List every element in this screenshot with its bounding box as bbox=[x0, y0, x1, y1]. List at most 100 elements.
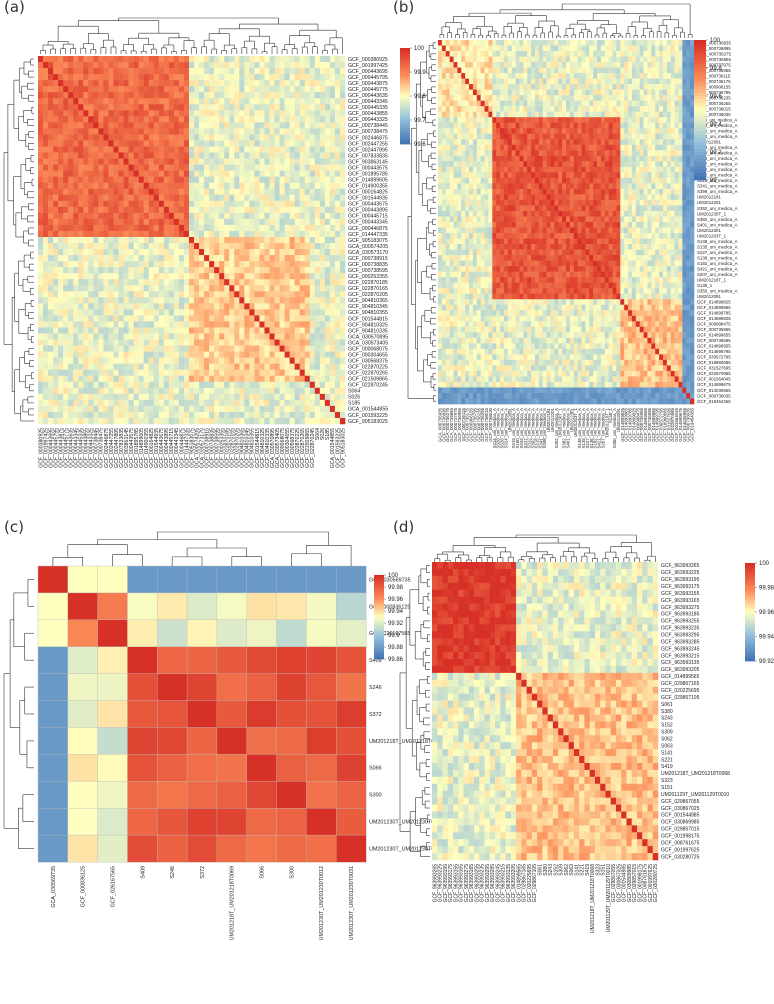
heatmap-cell bbox=[173, 128, 180, 135]
heatmap-cell bbox=[194, 321, 200, 328]
heatmap-cell bbox=[244, 291, 250, 298]
heatmap-cell bbox=[183, 134, 190, 141]
heatmap-cell bbox=[73, 417, 79, 425]
heatmap-cell bbox=[163, 98, 170, 105]
heatmap-cell bbox=[168, 309, 175, 316]
heatmap-cell bbox=[199, 279, 205, 286]
heatmap-cell bbox=[53, 303, 59, 310]
heatmap-cell bbox=[259, 56, 265, 63]
heatmap-cell bbox=[324, 86, 331, 93]
row-label: GCF_022870225 bbox=[348, 365, 388, 371]
heatmap-cell bbox=[229, 399, 235, 407]
heatmap-cell bbox=[178, 351, 185, 358]
heatmap-cell bbox=[234, 261, 240, 268]
heatmap-cell bbox=[264, 375, 270, 383]
heatmap-cell bbox=[214, 80, 220, 87]
heatmap-cell bbox=[264, 134, 270, 141]
heatmap-cell bbox=[319, 62, 326, 69]
heatmap-cell bbox=[589, 40, 594, 46]
heatmap-cell bbox=[531, 84, 536, 90]
heatmap-cell bbox=[531, 51, 536, 57]
heatmap-cell bbox=[133, 375, 139, 383]
heatmap-cell bbox=[204, 261, 210, 268]
heatmap-cell bbox=[48, 164, 54, 171]
heatmap-cell bbox=[339, 297, 346, 304]
heatmap-cell bbox=[73, 327, 79, 334]
heatmap-cell bbox=[168, 74, 175, 81]
heatmap-cell bbox=[319, 243, 326, 250]
heatmap-cell bbox=[484, 62, 489, 68]
heatmap-cell bbox=[234, 267, 240, 274]
heatmap-cell bbox=[98, 152, 104, 159]
heatmap-cell bbox=[239, 194, 245, 202]
heatmap-cell bbox=[249, 327, 255, 334]
heatmap-cell bbox=[78, 297, 84, 304]
heatmap-cell bbox=[244, 357, 250, 364]
colorbar-tick-label: 100 bbox=[414, 46, 425, 52]
heatmap-cell bbox=[138, 351, 144, 358]
heatmap-cell bbox=[264, 74, 270, 81]
heatmap-cell bbox=[63, 224, 69, 232]
heatmap-cell bbox=[329, 80, 336, 87]
heatmap-cell bbox=[118, 128, 124, 135]
heatmap-cell bbox=[472, 67, 478, 74]
heatmap-cell bbox=[73, 236, 79, 244]
heatmap-cell bbox=[269, 224, 275, 232]
heatmap-cell bbox=[264, 56, 270, 63]
heatmap-cell bbox=[274, 230, 280, 238]
heatmap-cell bbox=[224, 212, 230, 220]
heatmap-cell bbox=[138, 267, 144, 274]
heatmap-cell bbox=[113, 363, 119, 370]
heatmap-cell bbox=[168, 333, 175, 340]
heatmap-cell bbox=[234, 134, 240, 141]
heatmap-cell bbox=[299, 128, 306, 135]
heatmap-cell bbox=[43, 146, 49, 153]
heatmap-cell bbox=[309, 56, 316, 63]
heatmap-cell bbox=[324, 110, 331, 117]
heatmap-cell bbox=[173, 267, 180, 274]
heatmap-cell bbox=[158, 164, 165, 171]
heatmap-cell bbox=[503, 84, 509, 90]
heatmap-cell bbox=[284, 146, 290, 153]
heatmap-cell bbox=[659, 84, 664, 90]
heatmap-cell bbox=[93, 170, 99, 177]
heatmap-cell bbox=[78, 273, 84, 280]
heatmap-cell bbox=[339, 116, 346, 123]
heatmap-cell bbox=[113, 255, 119, 262]
heatmap-cell bbox=[173, 116, 180, 123]
heatmap-cell bbox=[457, 78, 462, 85]
heatmap-cell bbox=[244, 279, 250, 286]
heatmap-cell bbox=[309, 218, 316, 226]
heatmap-cell bbox=[43, 236, 49, 244]
heatmap-cell bbox=[264, 255, 270, 262]
heatmap-cell bbox=[569, 40, 575, 46]
heatmap-cell bbox=[163, 327, 170, 334]
heatmap-cell bbox=[58, 56, 64, 63]
heatmap-cell bbox=[259, 285, 265, 292]
heatmap-cell bbox=[133, 152, 139, 159]
heatmap-cell bbox=[234, 152, 240, 159]
heatmap-cell bbox=[88, 339, 94, 346]
heatmap-cell bbox=[88, 387, 94, 395]
heatmap-cell bbox=[229, 405, 235, 413]
heatmap-cell bbox=[581, 95, 586, 101]
heatmap-cell bbox=[219, 363, 225, 370]
heatmap-cell bbox=[173, 249, 180, 256]
heatmap-cell bbox=[173, 230, 180, 238]
heatmap-cell bbox=[269, 68, 275, 75]
heatmap-cell bbox=[83, 381, 89, 389]
heatmap-cell bbox=[48, 122, 54, 129]
heatmap-cell bbox=[123, 146, 129, 153]
heatmap-cell bbox=[224, 243, 230, 250]
heatmap-cell bbox=[88, 200, 94, 208]
heatmap-cell bbox=[593, 67, 598, 74]
heatmap-cell bbox=[269, 122, 275, 129]
heatmap-cell bbox=[279, 381, 285, 389]
heatmap-cell bbox=[138, 158, 144, 165]
heatmap-cell bbox=[188, 140, 195, 147]
row-label: GCF_000738835 bbox=[348, 262, 388, 268]
heatmap-cell bbox=[48, 80, 54, 87]
heatmap-cell bbox=[284, 140, 290, 147]
heatmap-cell bbox=[158, 62, 165, 69]
heatmap-cell bbox=[224, 387, 230, 395]
